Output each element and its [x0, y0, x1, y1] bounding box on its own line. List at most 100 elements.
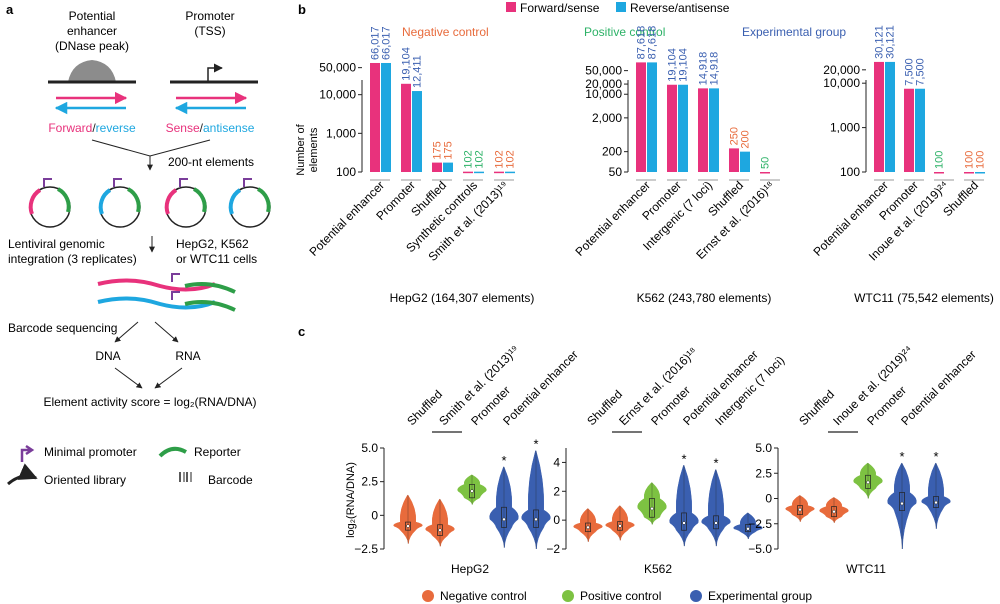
bar-y-tick-label: 50,000	[319, 61, 356, 75]
bar-forward	[370, 62, 380, 172]
violin-median	[470, 489, 474, 493]
panel-c: c log₂(RNA/DNA) 5.02.50−2.5**ShuffledSmi…	[298, 324, 979, 603]
bar-value-label: 7,500	[904, 58, 916, 86]
tss-arrow-icon	[207, 63, 223, 82]
rna-arrow-icon	[154, 321, 179, 343]
forward-reverse-label: Forward/reverse	[48, 121, 136, 135]
violin-y-tick-label: 2	[553, 484, 560, 498]
significance-star: *	[533, 437, 538, 452]
panel-c-ylabel: log₂(RNA/DNA)	[345, 462, 357, 538]
bar-reverse	[678, 84, 688, 172]
reporter-icon	[158, 446, 187, 458]
bar-reverse	[412, 91, 422, 172]
violin-y-tick-label: 5.0	[361, 441, 378, 455]
bar-forward	[667, 84, 677, 172]
plasmid-icon	[28, 178, 71, 228]
violin-median	[866, 480, 870, 485]
violin-median	[650, 506, 654, 511]
violin-median	[900, 501, 904, 506]
legend-reporter: Reporter	[194, 445, 241, 459]
bar-reverse	[915, 88, 925, 172]
violin-y-tick-label: 0	[765, 492, 772, 506]
bar-value-label: 102	[463, 150, 475, 168]
panel-a-letter: a	[6, 2, 14, 17]
violin-category-label: Potential enhancer	[898, 347, 979, 428]
genomic-integration-icon	[97, 273, 236, 312]
violin-y-tick-label: −2.5	[748, 517, 772, 531]
bar-value-label: 175	[443, 141, 455, 159]
violin-chart-title: HepG2	[451, 562, 489, 576]
bar-reverse	[647, 62, 657, 172]
legend-negative-control: Negative control	[440, 589, 527, 603]
bar-value-label: 19,104	[667, 48, 679, 82]
cells-label-1: HepG2, K562	[176, 237, 249, 251]
violin-median	[438, 528, 442, 532]
bar-forward	[904, 88, 914, 172]
bar-forward	[698, 88, 708, 172]
rna-label: RNA	[175, 349, 200, 363]
bar-forward	[401, 83, 411, 172]
barcode-icon	[179, 472, 192, 482]
violin-y-tick-label: −2	[546, 542, 560, 556]
violin-median	[406, 524, 410, 528]
bar-value-label: 102	[505, 150, 517, 168]
bar-value-label: 19,104	[401, 47, 413, 81]
significance-star: *	[899, 449, 904, 464]
bar-value-label: 30,121	[874, 25, 886, 59]
bar-value-label: 30,121	[885, 25, 897, 59]
legend-forward-sense: Forward/sense	[520, 1, 600, 15]
violin-median	[586, 525, 590, 530]
bar-y-tick-label: 20,000	[585, 77, 622, 91]
group-positive-control: Positive control	[584, 25, 665, 39]
bar-value-label: 87,618	[647, 26, 659, 60]
bar-y-tick-label: 50,000	[585, 64, 622, 78]
bar-chart-title: WTC11 (75,542 elements)	[854, 291, 994, 305]
legend-forward-swatch	[506, 2, 516, 12]
violin-y-tick-label: 2.5	[755, 466, 772, 480]
panel-a: a Potential enhancer (DNase peak) Promot…	[6, 2, 271, 487]
bar-y-tick-label: 2,000	[592, 111, 622, 125]
bar-value-label: 7,500	[915, 58, 927, 86]
bar-value-label: 175	[432, 141, 444, 159]
bar-y-tick-label: 10,000	[585, 87, 622, 101]
legend-minimal-promoter: Minimal promoter	[44, 445, 137, 459]
panel-c-letter: c	[298, 324, 305, 339]
significance-star: *	[713, 456, 718, 471]
group-experimental: Experimental group	[742, 25, 846, 39]
bar-forward	[729, 148, 739, 172]
significance-star: *	[501, 453, 506, 468]
plasmids	[28, 178, 271, 228]
bar-y-tick-label: 200	[602, 145, 622, 159]
bar-reverse	[381, 62, 391, 172]
bar-value-label: 200	[740, 130, 752, 148]
bar-value-label: 12,411	[412, 55, 424, 88]
significance-star: *	[681, 451, 686, 466]
enhancer-label-2: enhancer	[67, 24, 117, 38]
enhancer-label-3: (DNase peak)	[55, 39, 129, 53]
bar-forward	[636, 62, 646, 172]
bar-forward	[432, 162, 442, 172]
bar-chart-title: HepG2 (164,307 elements)	[390, 291, 535, 305]
integration-label-1: Lentiviral genomic	[8, 237, 105, 251]
bar-chart-title: K562 (243,780 elements)	[637, 291, 772, 305]
bar-forward	[760, 172, 770, 174]
score-arrow-left-icon	[114, 367, 143, 389]
dna-arrow-icon	[114, 321, 139, 343]
bar-forward	[964, 172, 974, 174]
violin-chart-title: K562	[644, 562, 672, 576]
violin-y-tick-label: 0	[553, 513, 560, 527]
violin-y-tick-label: −2.5	[354, 542, 378, 556]
bar-reverse	[709, 88, 719, 172]
elements-label: 200-nt elements	[168, 155, 254, 169]
legend-experimental-group: Experimental group	[708, 589, 812, 603]
promoter-label-2: (TSS)	[194, 24, 225, 38]
bar-y-tick-label: 100	[336, 165, 356, 179]
score-arrow-right-icon	[154, 367, 183, 389]
bar-reverse	[740, 151, 750, 172]
svg-text:Number of: Number of	[295, 123, 307, 175]
bar-value-label: 14,918	[709, 52, 721, 86]
bar-reverse	[474, 171, 484, 174]
panel-b: b Forward/sense Reverse/antisense Negati…	[295, 1, 994, 305]
activity-score-label: Element activity score = log₂(RNA/DNA)	[43, 395, 256, 409]
